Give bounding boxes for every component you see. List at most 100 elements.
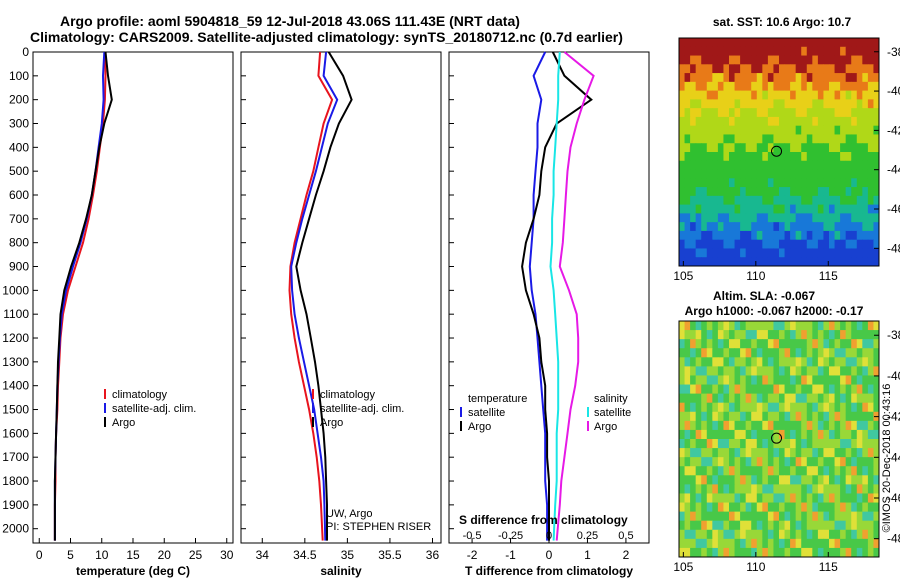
- map-cell: [784, 125, 791, 135]
- map-cell: [790, 134, 797, 144]
- map-cell: [773, 116, 780, 127]
- map-cell: [740, 538, 747, 549]
- map-cell: [845, 257, 852, 267]
- map-cell: [867, 195, 874, 206]
- map-cell: [784, 502, 791, 513]
- map-cell: [751, 125, 758, 135]
- map-cell: [712, 73, 719, 83]
- map-cell: [684, 393, 691, 404]
- map-cell: [795, 116, 802, 127]
- map-cell: [801, 195, 808, 206]
- map-cell: [801, 411, 808, 422]
- map-cell: [756, 429, 763, 440]
- map-cell: [723, 502, 730, 513]
- map-cell: [740, 321, 747, 331]
- map-cell: [845, 90, 852, 100]
- map-cell: [851, 160, 858, 171]
- map-cell: [840, 520, 847, 531]
- map-cell: [795, 330, 802, 340]
- map-cell: [806, 73, 813, 83]
- map-cell: [773, 134, 780, 144]
- map-cell: [701, 502, 708, 513]
- map-cell: [734, 402, 741, 413]
- map-cell: [695, 321, 702, 331]
- map-cell: [795, 475, 802, 485]
- map-cell: [795, 366, 802, 376]
- map-cell: [706, 411, 713, 422]
- x-tick-label: 36: [426, 548, 440, 562]
- map-cell: [840, 46, 847, 57]
- map-cell: [823, 411, 830, 422]
- map-cell: [823, 143, 830, 153]
- map-cell: [762, 547, 769, 558]
- map-cell: [840, 108, 847, 118]
- map-cell: [806, 330, 813, 340]
- map-cell: [729, 448, 736, 458]
- map-cell: [690, 439, 697, 449]
- map-cell: [734, 357, 741, 367]
- map-cell: [695, 108, 702, 118]
- map-cell: [784, 195, 791, 206]
- map-cell: [845, 152, 852, 162]
- map-cell: [701, 116, 708, 127]
- map-cell: [712, 457, 719, 467]
- s-tick-label: 0: [546, 530, 552, 542]
- map-cell: [823, 195, 830, 206]
- map-cell: [712, 330, 719, 340]
- map-cell: [773, 420, 780, 431]
- legend-label: satellite: [468, 407, 505, 419]
- map-cell: [701, 529, 708, 540]
- map-cell: [751, 116, 758, 127]
- map-cell: [779, 248, 786, 258]
- map-cell: [684, 475, 691, 485]
- map-cell: [784, 493, 791, 504]
- map-cell: [695, 178, 702, 188]
- map-cell: [840, 134, 847, 144]
- map-cell: [867, 230, 874, 241]
- map-cell: [679, 222, 686, 232]
- map-cell: [740, 448, 747, 458]
- map-cell: [873, 160, 880, 171]
- map-cell: [723, 108, 730, 118]
- map-cell: [856, 348, 863, 358]
- map-cell: [717, 134, 724, 144]
- map-cell: [729, 108, 736, 118]
- map-cell: [812, 248, 819, 258]
- map-cell: [801, 457, 808, 467]
- map-cell: [679, 169, 686, 179]
- map-cell: [845, 248, 852, 258]
- map-cell: [701, 357, 708, 367]
- map-cell: [834, 366, 841, 376]
- map-cell: [740, 222, 747, 232]
- map-cell: [862, 55, 869, 65]
- map-cell: [856, 429, 863, 440]
- map-cell: [801, 520, 808, 531]
- map-cell: [706, 457, 713, 467]
- map-cell: [684, 493, 691, 504]
- map-x-tick-label: 110: [746, 269, 765, 283]
- map-cell: [829, 38, 836, 48]
- map-cell: [806, 213, 813, 223]
- map-cell: [812, 393, 819, 404]
- map-cell: [812, 143, 819, 153]
- map-cell: [817, 375, 824, 386]
- map-cell: [695, 475, 702, 485]
- map-x-tick-label: 115: [819, 560, 838, 574]
- map-cell: [784, 448, 791, 458]
- map-cell: [734, 169, 741, 179]
- map-cell: [729, 411, 736, 422]
- map-cell: [862, 457, 869, 467]
- series-line-satellite-adj-clim-: [290, 51, 339, 541]
- map-cell: [740, 529, 747, 540]
- map-cell: [723, 81, 730, 92]
- map-cell: [751, 204, 758, 214]
- map-cell: [812, 81, 819, 92]
- map-cell: [734, 321, 741, 331]
- map-cell: [867, 125, 874, 135]
- map-cell: [823, 502, 830, 513]
- map-cell: [701, 73, 708, 83]
- map-cell: [840, 160, 847, 171]
- x-tick-label: 0: [36, 548, 43, 562]
- map-cell: [695, 520, 702, 531]
- map-cell: [762, 125, 769, 135]
